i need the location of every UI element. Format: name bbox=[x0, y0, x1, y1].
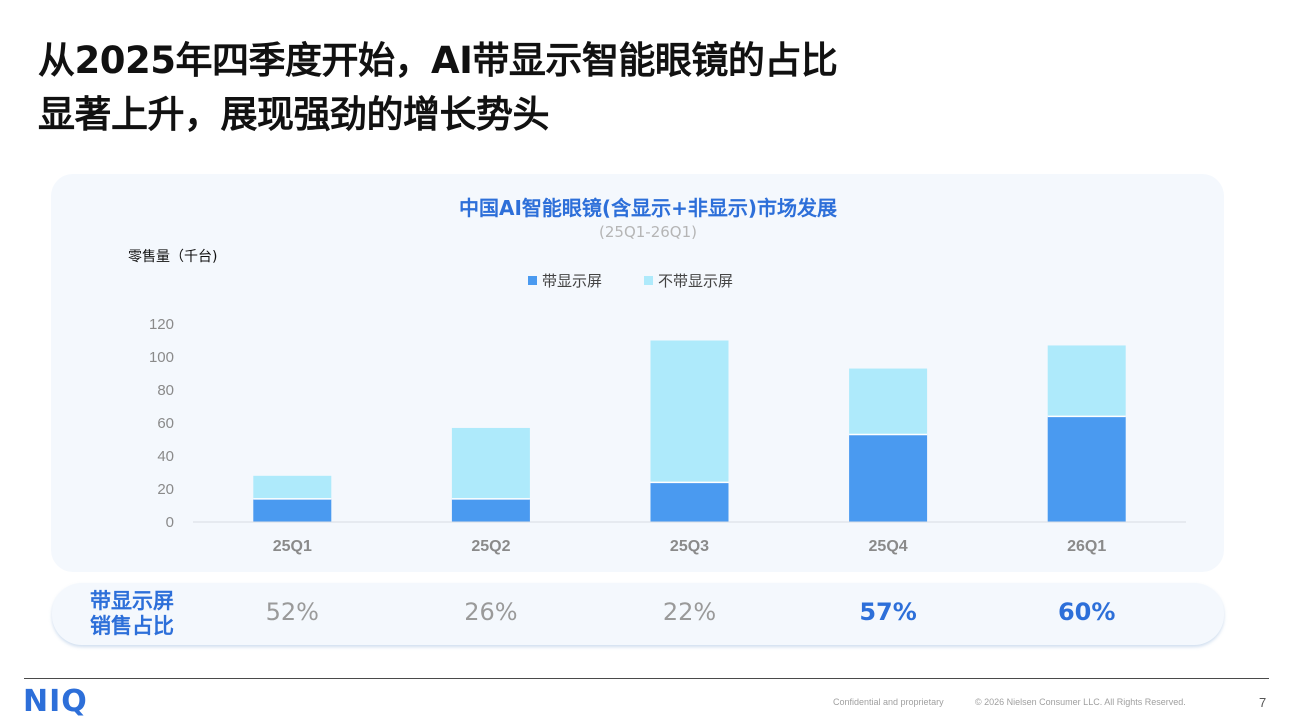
bar-display-25Q1 bbox=[253, 498, 332, 522]
legend-item-display: 带显示屏 bbox=[528, 270, 602, 291]
niq-logo: NIQ bbox=[23, 684, 88, 719]
chart-subtitle: (25Q1-26Q1) bbox=[599, 223, 697, 241]
y-tick-label: 60 bbox=[157, 415, 174, 432]
headline-line-2: 显著上升，展现强劲的增长势头 bbox=[38, 93, 550, 136]
y-axis-label: 零售量（千台) bbox=[128, 249, 218, 265]
legend-swatch-no-display bbox=[644, 276, 654, 285]
legend-label-display: 带显示屏 bbox=[542, 272, 603, 290]
bars-group bbox=[253, 340, 1126, 522]
share-value-26Q1: 60% bbox=[1057, 598, 1116, 626]
footer-confidential: Confidential and proprietary bbox=[833, 697, 944, 707]
x-tick-label: 25Q2 bbox=[471, 538, 510, 555]
bar-display-25Q4 bbox=[849, 434, 928, 522]
share-row-label: 带显示屏 销售占比 bbox=[90, 589, 190, 639]
stacked-bar-chart: 0 20 40 60 80 100 120 25Q1 25Q2 25Q3 25Q4 26Q1 bbox=[149, 316, 1186, 555]
headline-line-1: 从2025年四季度开始，AI带显示智能眼镜的占比 bbox=[38, 39, 838, 82]
chart-title: 中国AI智能眼镜(含显示+非显示)市场发展 bbox=[459, 196, 837, 220]
bar-no-display-25Q1 bbox=[253, 475, 332, 499]
share-value-25Q4: 57% bbox=[859, 598, 917, 626]
share-label-line-1: 带显示屏 bbox=[90, 589, 174, 613]
share-value-25Q2: 26% bbox=[464, 598, 518, 626]
share-value-25Q3: 22% bbox=[662, 598, 717, 626]
legend-swatch-display bbox=[528, 276, 537, 285]
page-headline: 从2025年四季度开始，AI带显示智能眼镜的占比 显著上升，展现强劲的增长势头 bbox=[38, 34, 1038, 142]
x-tick-label: 25Q1 bbox=[273, 538, 312, 555]
x-tick-label: 25Q3 bbox=[670, 538, 709, 555]
bar-no-display-25Q4 bbox=[849, 368, 928, 435]
y-axis: 0 20 40 60 80 100 120 bbox=[149, 316, 174, 531]
y-tick-label: 0 bbox=[166, 514, 174, 531]
bar-no-display-25Q3 bbox=[650, 340, 729, 483]
y-tick-label: 100 bbox=[149, 349, 174, 366]
x-tick-label: 25Q4 bbox=[869, 538, 908, 555]
chart-legend: 带显示屏 不带显示屏 bbox=[528, 270, 733, 291]
share-row-panel bbox=[52, 583, 1224, 645]
y-tick-label: 40 bbox=[157, 448, 174, 465]
legend-item-no-display: 不带显示屏 bbox=[644, 270, 733, 291]
x-axis: 25Q1 25Q2 25Q3 25Q4 26Q1 bbox=[273, 538, 1107, 555]
y-tick-label: 20 bbox=[157, 481, 174, 498]
footer-copyright: © 2026 Nielsen Consumer LLC. All Rights … bbox=[975, 697, 1186, 707]
bar-display-25Q3 bbox=[650, 482, 729, 522]
legend-label-no-display: 不带显示屏 bbox=[658, 272, 734, 290]
bar-display-26Q1 bbox=[1047, 416, 1126, 522]
bar-no-display-25Q2 bbox=[451, 427, 530, 499]
bar-display-25Q2 bbox=[451, 498, 530, 522]
footer-divider bbox=[24, 678, 1269, 679]
share-value-25Q1: 52% bbox=[265, 598, 319, 626]
y-tick-label: 80 bbox=[157, 382, 174, 399]
x-tick-label: 26Q1 bbox=[1067, 538, 1106, 555]
y-tick-label: 120 bbox=[149, 316, 174, 333]
bar-no-display-26Q1 bbox=[1047, 345, 1126, 417]
chart-panel bbox=[51, 174, 1224, 572]
share-label-line-2: 销售占比 bbox=[90, 614, 174, 638]
page-number: 7 bbox=[1259, 695, 1267, 710]
